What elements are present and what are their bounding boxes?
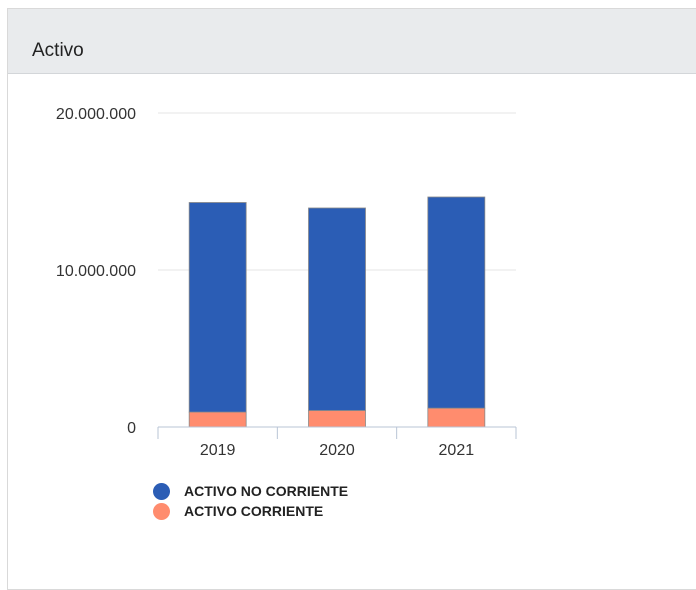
legend-label: ACTIVO CORRIENTE [184, 503, 324, 519]
legend-swatch-activo-no-corriente [153, 482, 170, 500]
panel-title: Activo [32, 40, 84, 61]
panel-header [8, 9, 696, 74]
x-tick-label: 2021 [439, 442, 475, 459]
legend-swatch-activo-corriente [153, 502, 170, 520]
legend-item-activo-corriente[interactable]: ACTIVO CORRIENTE [153, 501, 348, 521]
bar-activo-corriente-2020 [308, 410, 366, 428]
bar-activo-no-corriente-2019 [188, 202, 247, 413]
bar-activo-no-corriente-2021 [427, 196, 486, 409]
chart-panel: Activo [7, 8, 696, 590]
bar-activo-corriente-2021 [427, 407, 486, 428]
y-tick-label: 20.000.000 [56, 106, 136, 123]
legend-label: ACTIVO NO CORRIENTE [184, 483, 349, 499]
legend-item-activo-no-corriente[interactable]: ACTIVO NO CORRIENTE [153, 481, 348, 501]
x-tick-label: 2019 [200, 442, 236, 459]
legend: ACTIVO NO CORRIENTE ACTIVO CORRIENTE [153, 481, 348, 521]
bar-activo-corriente-2019 [188, 411, 247, 428]
y-tick-label: 0 [127, 420, 136, 437]
bar-activo-no-corriente-2020 [308, 207, 366, 411]
bar-chart: 0 10.000.000 20.000.000 2019 2020 2021 [56, 106, 517, 459]
y-tick-label: 10.000.000 [56, 263, 136, 280]
x-tick-label: 2020 [319, 442, 355, 459]
